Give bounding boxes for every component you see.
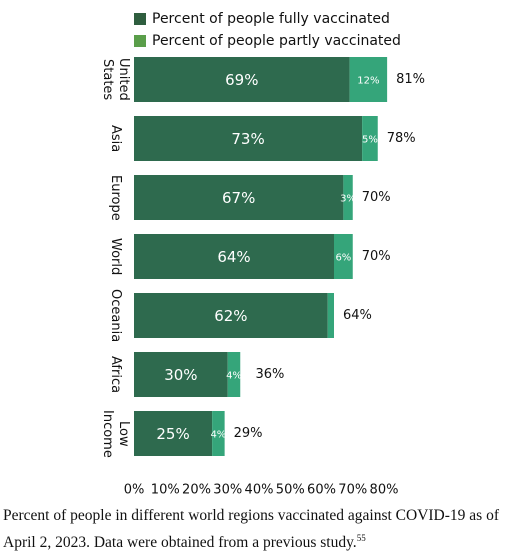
bar-segment <box>134 116 363 161</box>
x-tick-label: 30% <box>213 483 242 498</box>
bar-segment <box>134 293 328 338</box>
value-label: 30% <box>164 366 197 384</box>
caption-ref: 55 <box>356 533 366 543</box>
category-label: World <box>108 237 123 276</box>
bar-segment <box>227 352 241 397</box>
value-label: 4% <box>210 430 226 441</box>
bar-segment <box>349 57 388 102</box>
category-label: Asia <box>108 124 123 153</box>
legend-label: Percent of people fully vaccinated <box>152 11 390 27</box>
x-tick-label: 70% <box>338 483 367 498</box>
total-label: 81% <box>396 72 425 87</box>
chart: Percent of people fully vaccinated Percen… <box>124 11 425 498</box>
category-label: Oceania <box>108 288 123 343</box>
category-label: Africa <box>108 355 123 394</box>
caption-text: Percent of people in different world reg… <box>3 507 499 552</box>
legend-swatch <box>134 35 146 47</box>
legend-swatch <box>134 13 146 25</box>
value-label: 6% <box>335 253 351 264</box>
category-label: Low Income <box>100 409 131 458</box>
value-label: 62% <box>214 307 247 325</box>
total-label: 64% <box>343 308 372 323</box>
x-tick-label: 0% <box>124 483 145 498</box>
value-label: 5% <box>362 135 378 146</box>
bar-segment <box>134 234 334 279</box>
legend-label: Percent of people partly vaccinated <box>152 33 401 49</box>
total-label: 70% <box>362 190 391 205</box>
value-label: 69% <box>225 71 258 89</box>
bar-segment <box>212 411 225 456</box>
bar-segment <box>334 234 353 279</box>
value-label: 12% <box>357 76 379 87</box>
bar-segment <box>362 116 378 161</box>
x-tick-label: 40% <box>245 483 274 498</box>
x-tick-label: 20% <box>182 483 211 498</box>
value-label: 25% <box>156 425 189 443</box>
value-label: 3% <box>340 194 356 205</box>
x-tick-label: 60% <box>307 483 336 498</box>
total-label: 78% <box>387 131 416 146</box>
total-label: 29% <box>234 426 263 441</box>
total-label: 36% <box>256 367 285 382</box>
x-tick-label: 50% <box>276 483 305 498</box>
value-label: 64% <box>217 248 250 266</box>
bar-segment <box>343 175 353 220</box>
bar-segment <box>134 352 228 397</box>
bar-segment <box>134 411 213 456</box>
x-tick-label: 10% <box>151 483 180 498</box>
caption: Percent of people in different world reg… <box>3 505 528 554</box>
category-label: Europe <box>108 174 123 221</box>
value-label: 73% <box>231 130 264 148</box>
x-tick-label: 80% <box>370 483 399 498</box>
bar-segment <box>134 175 344 220</box>
value-label: 67% <box>222 189 255 207</box>
value-label: 4% <box>226 371 242 382</box>
total-label: 70% <box>362 249 391 264</box>
bar-segment <box>134 57 350 102</box>
category-label: United States <box>100 58 131 101</box>
bar-segment <box>327 293 334 338</box>
